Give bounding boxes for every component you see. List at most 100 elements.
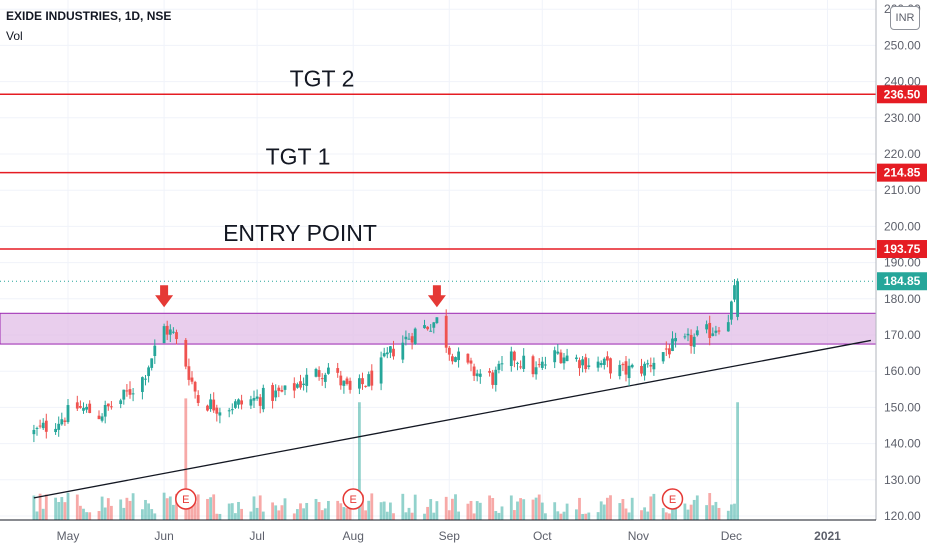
candle-body xyxy=(531,356,535,375)
y-tick-label: 160.00 xyxy=(884,364,921,378)
candle-body xyxy=(537,364,541,366)
volume-bar xyxy=(404,512,408,520)
volume-bar xyxy=(652,493,656,520)
candle-body xyxy=(317,370,321,377)
volume-bar xyxy=(553,502,557,520)
volume-bar xyxy=(209,497,212,520)
candle-body xyxy=(230,409,234,411)
volume-bar xyxy=(447,510,451,520)
candle-body xyxy=(407,338,411,340)
price-tag-label: 214.85 xyxy=(884,166,921,180)
volume-bar xyxy=(407,507,411,520)
candle-body xyxy=(475,373,479,377)
volume-bar xyxy=(401,493,405,520)
x-axis: May Jun Jul Aug Sep Oct Nov Dec 2021 xyxy=(0,519,876,543)
candle-body xyxy=(401,342,405,360)
volume-bar xyxy=(534,497,538,520)
volume-bar xyxy=(38,493,42,520)
candle-body xyxy=(730,301,733,320)
candle-body xyxy=(714,330,718,333)
down-arrow-marker xyxy=(155,285,174,308)
candle-body xyxy=(671,338,674,351)
volume-bar xyxy=(544,513,547,520)
candle-body xyxy=(733,285,736,300)
volume-bar xyxy=(596,512,600,520)
volume-bar xyxy=(320,510,324,520)
volume-bar xyxy=(714,501,718,520)
volume-bar xyxy=(237,501,240,520)
candle-body xyxy=(624,361,628,375)
candle-body xyxy=(218,412,222,416)
volume-bar xyxy=(726,510,730,520)
volume-bar xyxy=(435,501,439,520)
candle-body xyxy=(209,399,212,410)
candle-body xyxy=(497,363,501,370)
candle-body xyxy=(649,365,653,367)
volume-bar xyxy=(175,493,178,520)
volume-bar xyxy=(323,508,327,520)
candle-body xyxy=(66,405,70,423)
y-tick-label: 170.00 xyxy=(884,328,921,342)
candle-body xyxy=(57,423,61,430)
volume-bar xyxy=(100,496,104,520)
candle-body xyxy=(581,359,584,366)
candle-body xyxy=(215,407,219,414)
candle-body xyxy=(389,346,392,353)
candle-body xyxy=(153,345,157,357)
volume-bar xyxy=(575,509,578,520)
volume-bar xyxy=(44,494,48,520)
volume-bar xyxy=(85,512,88,520)
volume-bar xyxy=(389,502,392,520)
volume-bar xyxy=(141,509,144,520)
volume-bar xyxy=(457,511,460,520)
symbol-title[interactable]: EXIDE INDUSTRIES, 1D, NSE xyxy=(6,9,172,23)
price-tag xyxy=(877,272,927,291)
volume-bar xyxy=(475,501,479,520)
currency-badge[interactable]: INR xyxy=(890,6,920,30)
y-tick-label: 230.00 xyxy=(884,111,921,125)
candle-body xyxy=(240,400,243,405)
candle-body xyxy=(258,397,262,406)
volume-bar xyxy=(280,505,284,520)
volume-bar xyxy=(671,507,674,520)
candle-body xyxy=(494,369,498,386)
volume-bar xyxy=(314,498,318,520)
volume-bar xyxy=(367,500,371,520)
volume-bar xyxy=(79,505,82,520)
candle-body xyxy=(621,364,625,366)
volume-bar xyxy=(578,497,581,520)
volume-bar xyxy=(131,493,135,520)
x-tick-label: Oct xyxy=(533,529,552,543)
candle-body xyxy=(122,389,126,400)
candle-body xyxy=(252,398,256,401)
volume-bar xyxy=(478,502,482,520)
volume-bar xyxy=(627,512,631,520)
y-tick-label: 180.00 xyxy=(884,292,921,306)
volume-bar xyxy=(565,503,569,520)
price-tag xyxy=(877,240,927,259)
candle-body xyxy=(255,396,259,399)
volume-bar xyxy=(556,511,560,520)
volume-indicator-label[interactable]: Vol xyxy=(6,29,23,43)
candle-body xyxy=(736,281,739,317)
earnings-circle xyxy=(175,488,197,510)
candle-body xyxy=(119,400,123,405)
y-tick-label: 210.00 xyxy=(884,183,921,197)
candle-body xyxy=(500,363,504,365)
volume-bar xyxy=(382,501,386,520)
volume-bar xyxy=(227,503,231,520)
volume-bar xyxy=(621,499,625,520)
candle-body xyxy=(491,372,495,385)
volume-bar xyxy=(212,494,216,520)
candle-body xyxy=(717,330,721,332)
y-tick-label: 190.00 xyxy=(884,256,921,270)
volume-bar xyxy=(317,502,321,520)
volume-bar xyxy=(60,497,64,520)
volume-bar xyxy=(689,504,693,520)
candle-body xyxy=(392,348,395,357)
volume-bar xyxy=(88,512,92,520)
x-tick-label: Jun xyxy=(154,529,173,543)
candle-body xyxy=(367,374,371,387)
price-tag-label: 184.85 xyxy=(884,274,921,288)
